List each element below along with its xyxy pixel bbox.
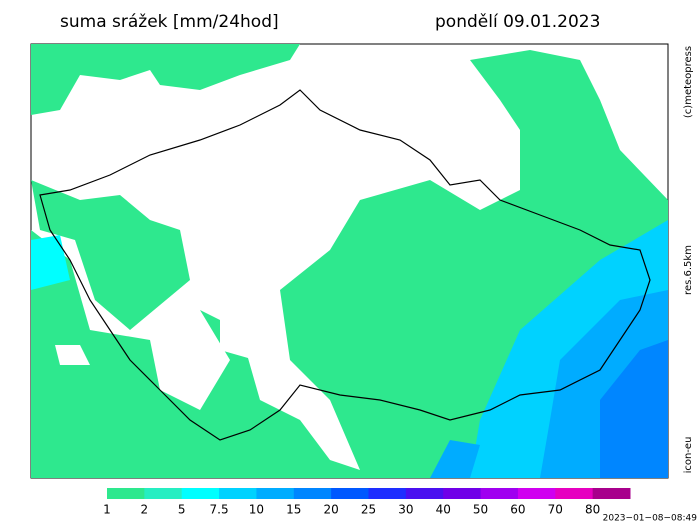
legend-label: 30 — [398, 503, 413, 517]
copyright: (c)meteopress — [683, 46, 694, 118]
resolution: res.6.5km — [683, 245, 694, 295]
legend-swatch — [256, 488, 295, 499]
legend-label: 1 — [103, 503, 111, 517]
legend-swatch — [517, 488, 556, 499]
model: icon-eu — [683, 437, 694, 474]
map — [30, 43, 669, 479]
legend-swatch — [443, 488, 482, 499]
legend: 1 2 5 7.5 10 15 20 25 30 40 50 60 70 80 — [103, 488, 631, 517]
legend-label: 2 — [141, 503, 149, 517]
title: suma srážek [mm/24hod] — [60, 12, 279, 32]
legend-swatch — [107, 488, 145, 499]
legend-swatch — [405, 488, 444, 499]
legend-label: 80 — [585, 503, 600, 517]
legend-label: 40 — [436, 503, 451, 517]
legend-label: 60 — [510, 503, 525, 517]
legend-swatch — [592, 488, 631, 499]
legend-label: 25 — [361, 503, 376, 517]
legend-label: 15 — [286, 503, 301, 517]
legend-label: 10 — [249, 503, 264, 517]
legend-swatch — [219, 488, 257, 499]
timestamp: 2023−01−08−08:49 — [603, 514, 698, 524]
legend-swatch — [555, 488, 594, 499]
legend-swatch — [144, 488, 183, 499]
legend-label: 20 — [324, 503, 339, 517]
legend-label: 50 — [473, 503, 488, 517]
legend-label: 5 — [178, 503, 186, 517]
legend-label: 70 — [548, 503, 563, 517]
legend-swatch — [331, 488, 369, 499]
date: pondělí 09.01.2023 — [435, 12, 600, 32]
legend-swatch — [293, 488, 332, 499]
legend-swatch — [480, 488, 519, 499]
legend-label: 7.5 — [210, 503, 229, 517]
legend-swatch — [368, 488, 407, 499]
legend-swatch — [181, 488, 220, 499]
